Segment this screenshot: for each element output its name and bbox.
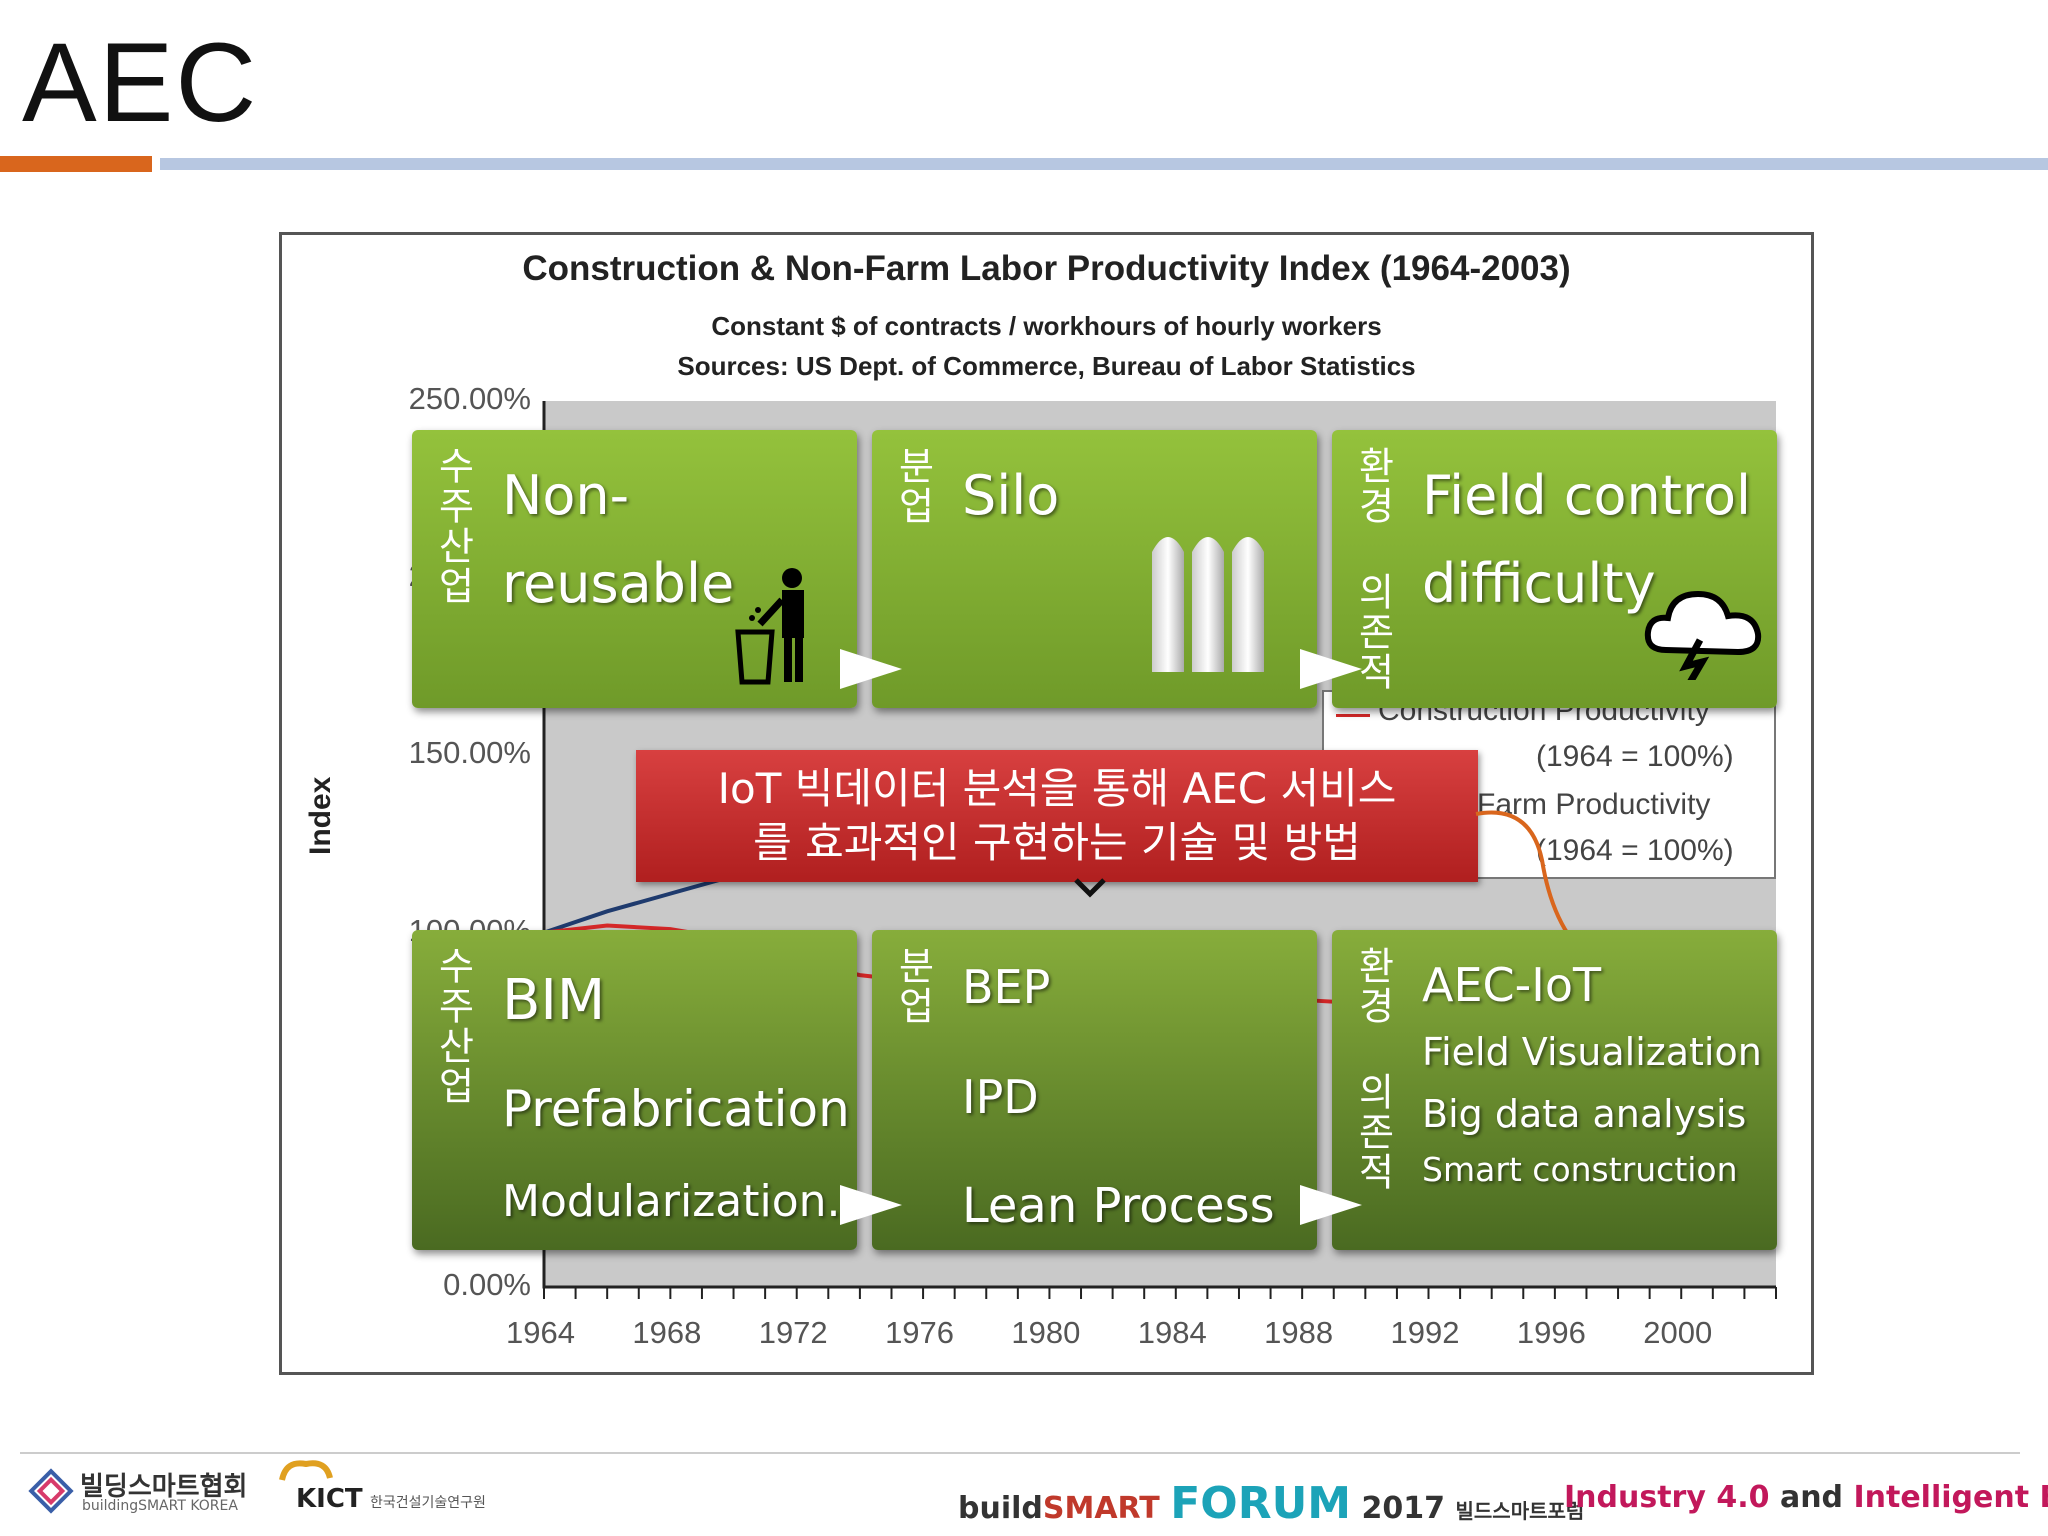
- solution-box-aec-iot: 환경 의존적 AEC-IoT Field Visualization Big d…: [1332, 930, 1777, 1250]
- tagline-part2: Intelligent BIM: [1853, 1480, 2048, 1515]
- box-line-2: Field Visualization: [1422, 1030, 1762, 1074]
- footer-forum: buildSMART FORUM 2017 빌드스마트포럼: [958, 1478, 1584, 1529]
- box-line-2: IPD: [962, 1070, 1039, 1124]
- connector-line: [1475, 810, 1579, 948]
- x-tick-label: 1992: [1390, 1315, 1460, 1350]
- footer-org-english: buildingSMART KOREA: [82, 1498, 238, 1514]
- y-tick-label: 250.00%: [408, 381, 531, 416]
- solution-box-bim: 수주산업 BIM Prefabrication Modularization.: [412, 930, 857, 1250]
- footer-kict: KICT: [296, 1484, 363, 1514]
- x-tick-label: 1984: [1137, 1315, 1207, 1350]
- legend-nonfarm-base: (1964 = 100%): [1536, 834, 1734, 867]
- box-side-label: 환경 의존적: [1351, 946, 1395, 1192]
- x-tick-label: 2000: [1643, 1315, 1713, 1350]
- flow-arrow-icon: [840, 1185, 902, 1225]
- box-line-1: BEP: [962, 960, 1051, 1014]
- footer-kict-korean: 한국건설기술연구원: [370, 1495, 486, 1511]
- challenge-box-field-control: 환경 의존적 Field control difficulty: [1332, 430, 1777, 708]
- box-main-text: Field control difficulty: [1422, 464, 1751, 615]
- forum-year: 2017: [1361, 1491, 1446, 1526]
- chart-subtitle: Constant $ of contracts / workhours of h…: [711, 311, 1382, 341]
- box-line-3: Lean Process: [962, 1178, 1275, 1234]
- box-main-text: Non- reusable: [502, 464, 735, 615]
- box-line-3: Modularization.: [502, 1176, 841, 1227]
- flow-arrow-icon: [1300, 649, 1362, 689]
- tagline-and: and: [1769, 1480, 1854, 1515]
- storm-cloud-icon: [1644, 590, 1762, 680]
- y-tick-label: 150.00%: [408, 735, 531, 771]
- box-line-1: AEC-IoT: [1422, 958, 1602, 1012]
- box-side-label: 분업: [891, 446, 935, 526]
- box-side-label: 수주산업: [431, 446, 475, 606]
- trash-person-icon: [735, 568, 804, 685]
- challenge-box-non-reusable: 수주산업 Non- reusable: [412, 430, 857, 708]
- footer-divider: [20, 1452, 2020, 1454]
- legend-construction-base: (1964 = 100%): [1536, 740, 1734, 773]
- box-side-label: 분업: [891, 946, 935, 1026]
- chevron-down-icon: [1074, 878, 1106, 898]
- box-line-1: BIM: [502, 968, 606, 1033]
- iot-callout: IoT 빅데이터 분석을 통해 AEC 서비스 를 효과적인 구현하는 기술 및…: [636, 750, 1478, 882]
- kict-logo-icon: [279, 1460, 333, 1481]
- flow-arrow-icon: [1300, 1185, 1362, 1225]
- callout-line-2: 를 효과적인 구현하는 기술 및 방법: [753, 818, 1361, 867]
- chart-source: Sources: US Dept. of Commerce, Bureau of…: [677, 351, 1416, 381]
- flow-arrow-icon: [840, 649, 902, 689]
- x-tick-label: 1996: [1516, 1315, 1586, 1350]
- slide-title: AEC: [22, 20, 259, 145]
- forum-smart: SMART: [1042, 1491, 1160, 1526]
- x-tick-label: 1968: [632, 1315, 702, 1350]
- footer-tagline: Industry 4.0 and Intelligent BIM: [1564, 1480, 2048, 1515]
- box-side-label: 수주산업: [431, 946, 475, 1106]
- x-tick-label: 1980: [1011, 1315, 1081, 1350]
- silo-icon: [1152, 537, 1264, 672]
- x-tick-label: 1988: [1264, 1315, 1334, 1350]
- footer-org-korean: 빌딩스마트협회: [80, 1472, 248, 1502]
- forum-word: FORUM: [1170, 1478, 1352, 1529]
- box-line-3: Big data analysis: [1422, 1092, 1747, 1136]
- box-line-2: Prefabrication: [502, 1080, 850, 1138]
- buildingsmart-logo-icon: [28, 1468, 74, 1514]
- y-tick-label: 0.00%: [443, 1267, 531, 1302]
- box-main-text: Silo: [962, 464, 1060, 527]
- solution-box-bep: 분업 BEP IPD Lean Process: [872, 930, 1317, 1250]
- forum-korean: 빌드스마트포럼: [1455, 1499, 1585, 1523]
- chart-title: Construction & Non-Farm Labor Productivi…: [522, 249, 1571, 288]
- legend-construction-swatch: [1336, 714, 1370, 717]
- tagline-part1: Industry 4.0: [1564, 1480, 1770, 1515]
- title-divider-bar: [160, 158, 2048, 170]
- x-tick-label: 1976: [885, 1315, 955, 1350]
- challenge-box-silo: 분업 Silo: [872, 430, 1317, 708]
- forum-prefix: build: [958, 1491, 1043, 1526]
- box-line-4: Smart construction: [1422, 1150, 1738, 1189]
- title-accent-bar: [0, 156, 152, 172]
- x-tick-label: 1964: [506, 1315, 575, 1350]
- x-tick-label: 1972: [758, 1315, 828, 1350]
- callout-line-1: IoT 빅데이터 분석을 통해 AEC 서비스: [717, 764, 1397, 813]
